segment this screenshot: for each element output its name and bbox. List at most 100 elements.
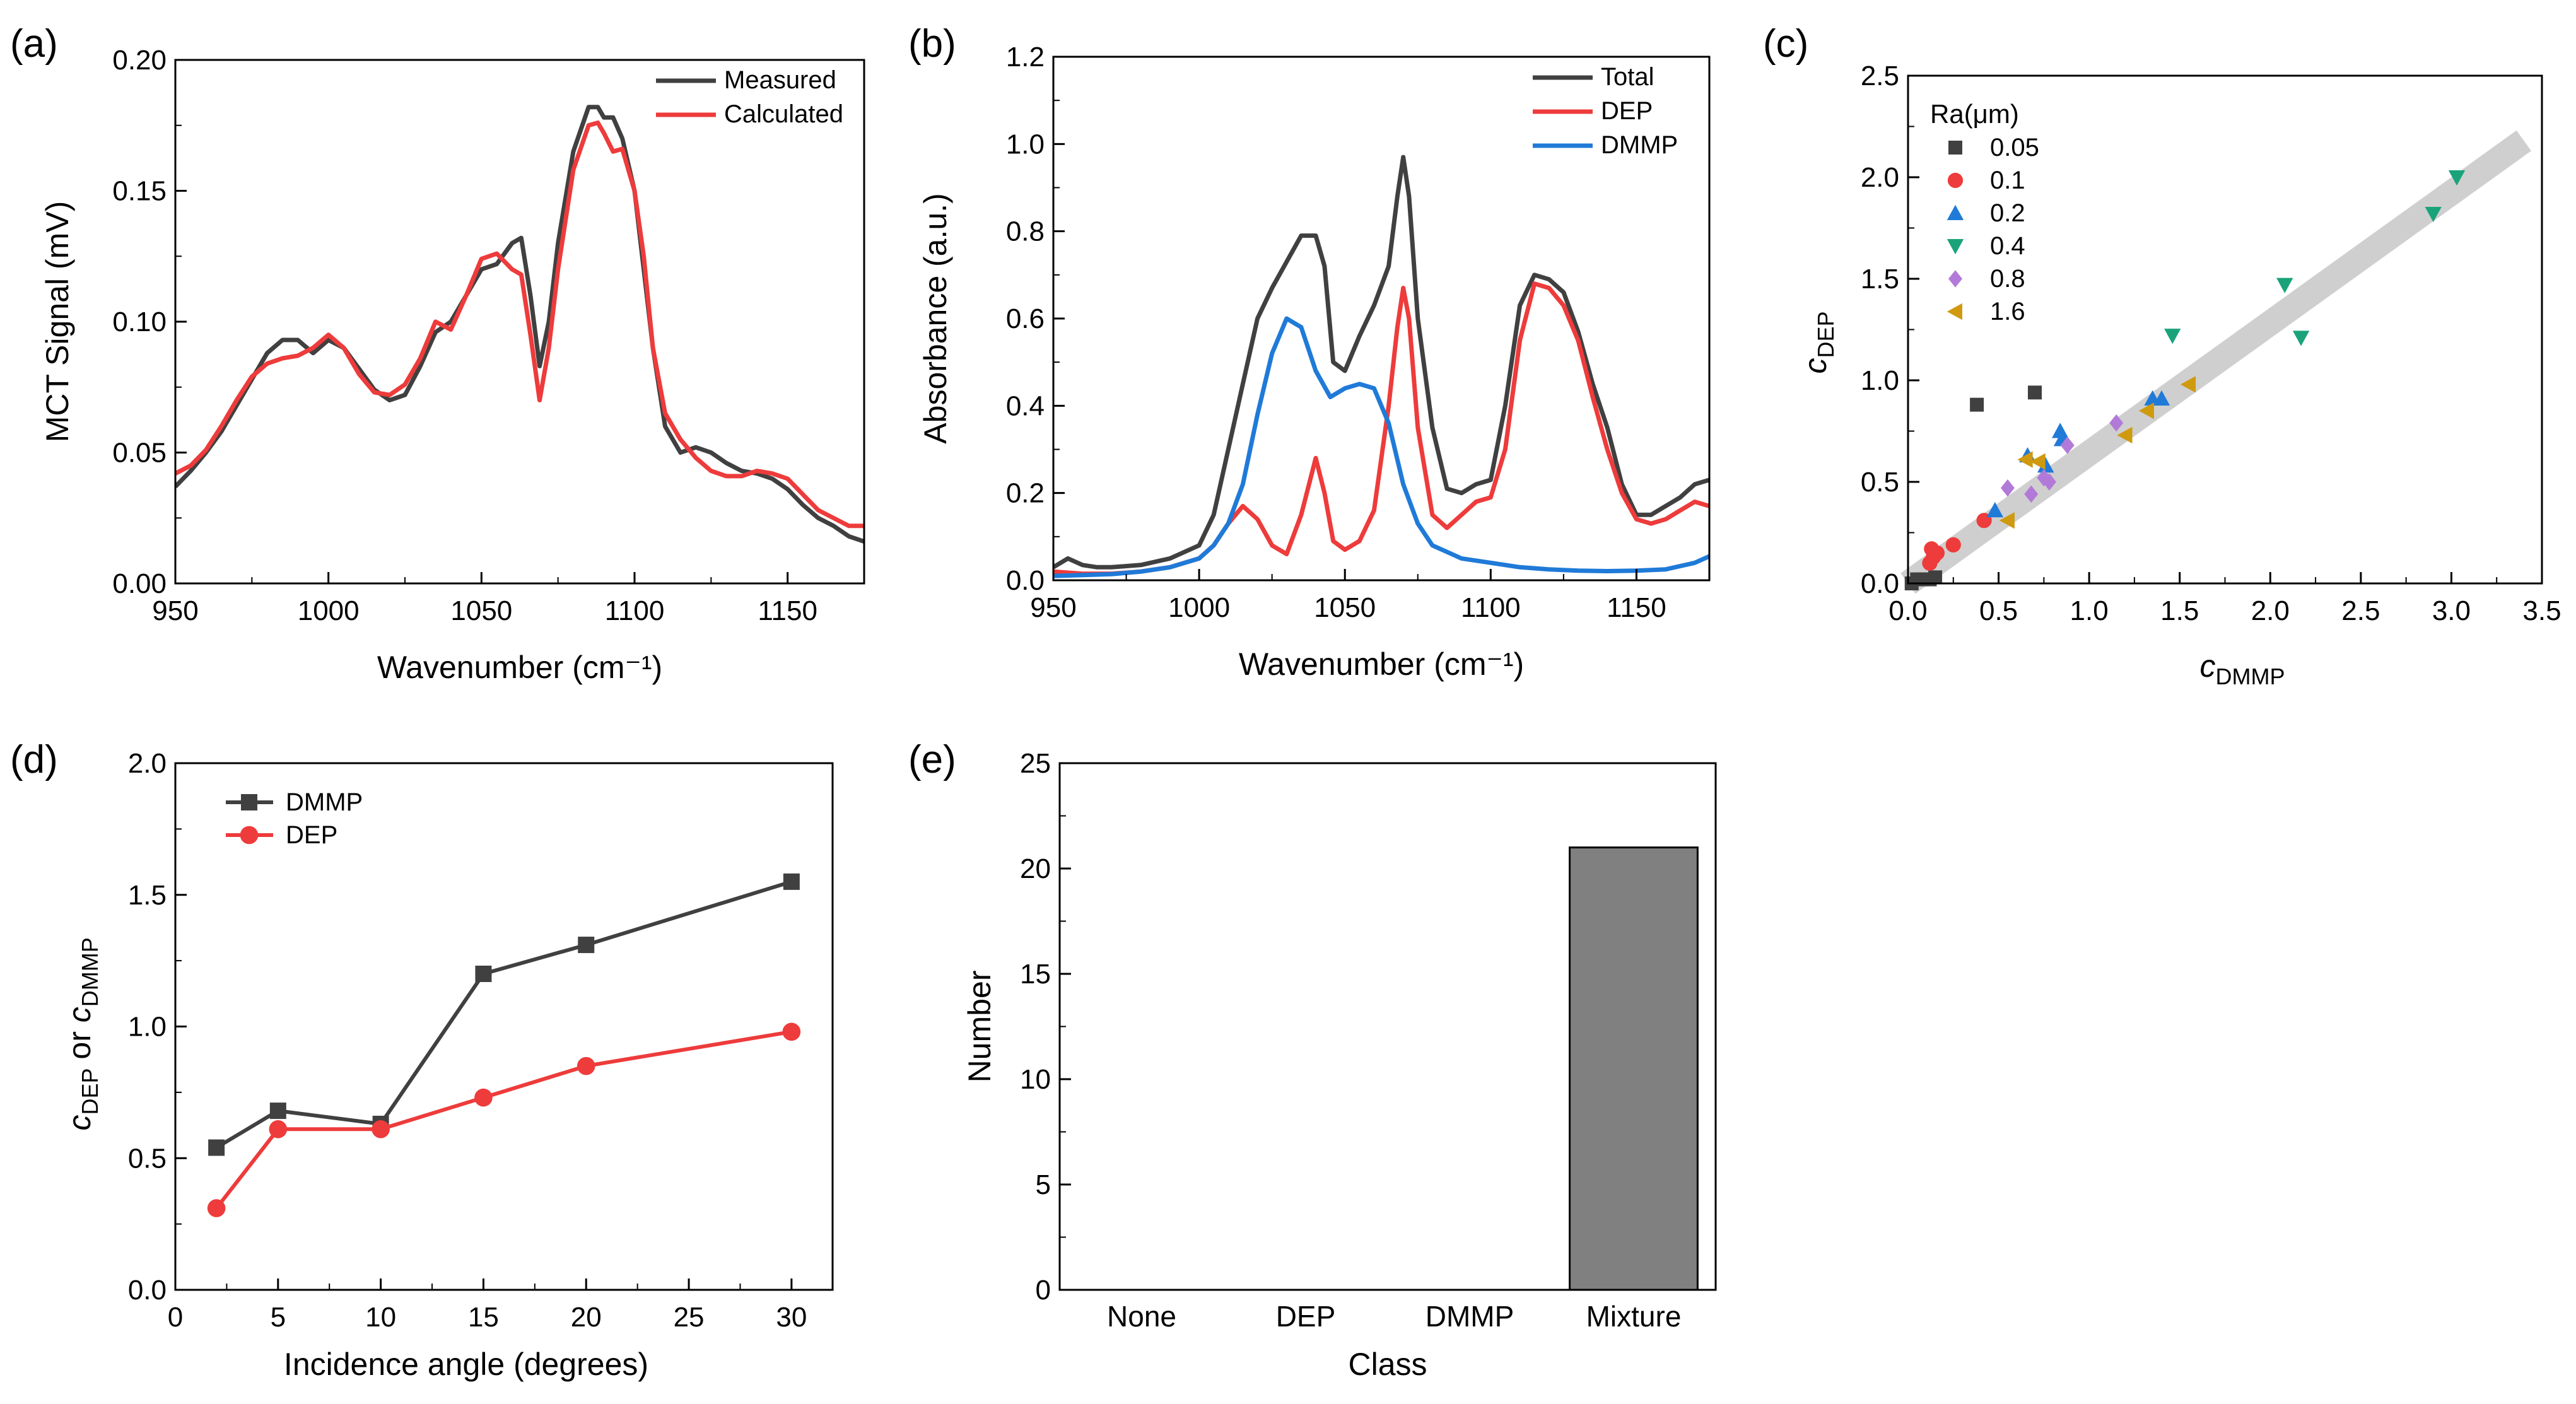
x-category-label: DEP <box>1276 1300 1336 1333</box>
x-tick-label: 1100 <box>1461 592 1521 623</box>
x-tick-label: 1050 <box>450 595 512 626</box>
series-dmmp <box>208 873 800 1156</box>
data-point <box>475 966 492 982</box>
series-dep <box>207 1022 801 1217</box>
data-point <box>2164 329 2181 344</box>
y-tick-label: 0 <box>1036 1275 1051 1306</box>
x-axis-label: Wavenumber (cm⁻¹) <box>1239 646 1524 682</box>
x-tick-label: 1000 <box>1168 592 1230 623</box>
x-tick-label: 25 <box>674 1302 705 1333</box>
legend-label: DEP <box>286 821 337 849</box>
y-tick-label: 0.15 <box>112 176 167 207</box>
y-tick-label: 1.2 <box>1006 42 1045 73</box>
series-0.4 <box>2164 170 2466 346</box>
data-point <box>2117 426 2133 444</box>
y-tick-label: 0.2 <box>1006 478 1045 509</box>
x-tick-label: 0.0 <box>1888 595 1927 626</box>
legend-label: 0.2 <box>1990 199 2025 227</box>
y-tick-label: 20 <box>1020 853 1051 884</box>
plot-frame <box>174 762 834 1291</box>
x-tick-label: 0 <box>168 1302 183 1333</box>
legend-label: DMMP <box>1601 131 1678 159</box>
y-axis-label: cDEP or cDMMP <box>62 937 103 1130</box>
data-point <box>1970 397 1984 412</box>
data-point <box>2028 385 2042 400</box>
y-tick-label: 1.0 <box>1006 129 1045 160</box>
panel-label: (e) <box>908 738 956 781</box>
series-line <box>214 1029 792 1210</box>
legend-label: DMMP <box>286 788 363 816</box>
legend-marker <box>240 826 259 845</box>
x-category-label: None <box>1107 1300 1176 1333</box>
data-point <box>208 1139 225 1156</box>
y-tick-label: 1.0 <box>128 1012 167 1043</box>
y-axis-label-sub1: DEP <box>77 1068 103 1114</box>
y-axis-label: Absorbance (a.u.) <box>918 193 953 443</box>
y-tick-label: 0.5 <box>1861 467 1899 498</box>
panel-label: (c) <box>1763 22 1808 66</box>
x-tick-label: 1150 <box>758 595 817 626</box>
data-point <box>1999 512 2015 529</box>
data-point <box>2024 485 2039 503</box>
data-point <box>269 1120 288 1138</box>
legend-title: Ra(μm) <box>1930 99 2019 129</box>
data-point <box>1945 537 1961 553</box>
y-tick-label: 1.5 <box>128 880 167 911</box>
data-point <box>782 1022 801 1041</box>
y-axis-label: Number <box>962 971 997 1083</box>
legend-label: Total <box>1601 63 1654 91</box>
data-point <box>269 1103 286 1120</box>
series-line <box>215 880 792 1150</box>
y-tick-label: 5 <box>1036 1169 1051 1200</box>
y-axis-label-sub: DEP <box>1813 311 1839 358</box>
y-tick-label: 1.5 <box>1861 264 1899 295</box>
data-point <box>2138 402 2155 419</box>
plot-frame <box>174 59 865 585</box>
y-tick-label: 2.0 <box>128 748 167 779</box>
y-tick-label: 0.20 <box>112 45 167 76</box>
y-tick-label: 0.0 <box>1006 565 1045 596</box>
y-tick-label: 0.4 <box>1006 390 1045 421</box>
y-tick-label: 2.5 <box>1861 61 1899 91</box>
y-tick-label: 0.6 <box>1006 303 1045 334</box>
data-point <box>2042 473 2056 491</box>
legend-label: 0.05 <box>1990 134 2039 161</box>
legend-label: 0.8 <box>1990 265 2025 293</box>
y-axis-label: cDEP <box>1798 311 1839 373</box>
series-group <box>1053 155 1709 578</box>
series-line-measured <box>175 105 864 544</box>
series-0.8 <box>2000 414 2124 503</box>
x-axis-label: Incidence angle (degrees) <box>284 1347 648 1382</box>
panel-a: 950 1000 1050 1100 1150 0.00 0.05 0.10 0.15 0.20 W… <box>10 22 865 685</box>
x-axis-label: Class <box>1348 1347 1427 1382</box>
legend-label: Measured <box>724 66 836 94</box>
x-category-label: Mixture <box>1586 1300 1682 1333</box>
x-axis-label: Wavenumber (cm⁻¹) <box>377 650 662 685</box>
x-tick-label: 30 <box>776 1302 807 1333</box>
y-axis-label-main: c <box>1798 358 1833 374</box>
data-point <box>1929 545 1945 561</box>
x-tick-label: 950 <box>152 595 198 626</box>
data-point <box>1986 501 2004 518</box>
data-point <box>2060 436 2075 454</box>
x-tick-label: 1.0 <box>2070 595 2109 626</box>
series-line-dep <box>1053 281 1709 576</box>
legend-label: 0.4 <box>1990 232 2025 260</box>
panel-b: 950 1000 1050 1100 1150 0.0 0.2 0.4 0.6 0.8 1.0 1.2… <box>908 22 1711 682</box>
data-point <box>578 937 595 954</box>
data-point <box>2017 451 2033 468</box>
legend-label: Calculated <box>724 100 843 128</box>
series-0.1 <box>1922 513 1992 571</box>
data-point <box>2037 457 2054 473</box>
y-tick-label: 25 <box>1020 748 1051 779</box>
legend-marker <box>241 794 257 810</box>
series-line-dmmp <box>1053 316 1709 578</box>
x-axis-label-sub: DMMP <box>2216 664 2285 689</box>
x-axis-label-main: c <box>2200 648 2216 684</box>
panel-e: None DEP DMMP Mixture 0 5 10 15 20 25 Class Number (… <box>908 738 1717 1382</box>
data-point <box>1928 570 1943 585</box>
y-tick-label: 0.5 <box>128 1143 167 1174</box>
data-point <box>783 873 800 890</box>
legend-marker <box>1948 141 1962 155</box>
